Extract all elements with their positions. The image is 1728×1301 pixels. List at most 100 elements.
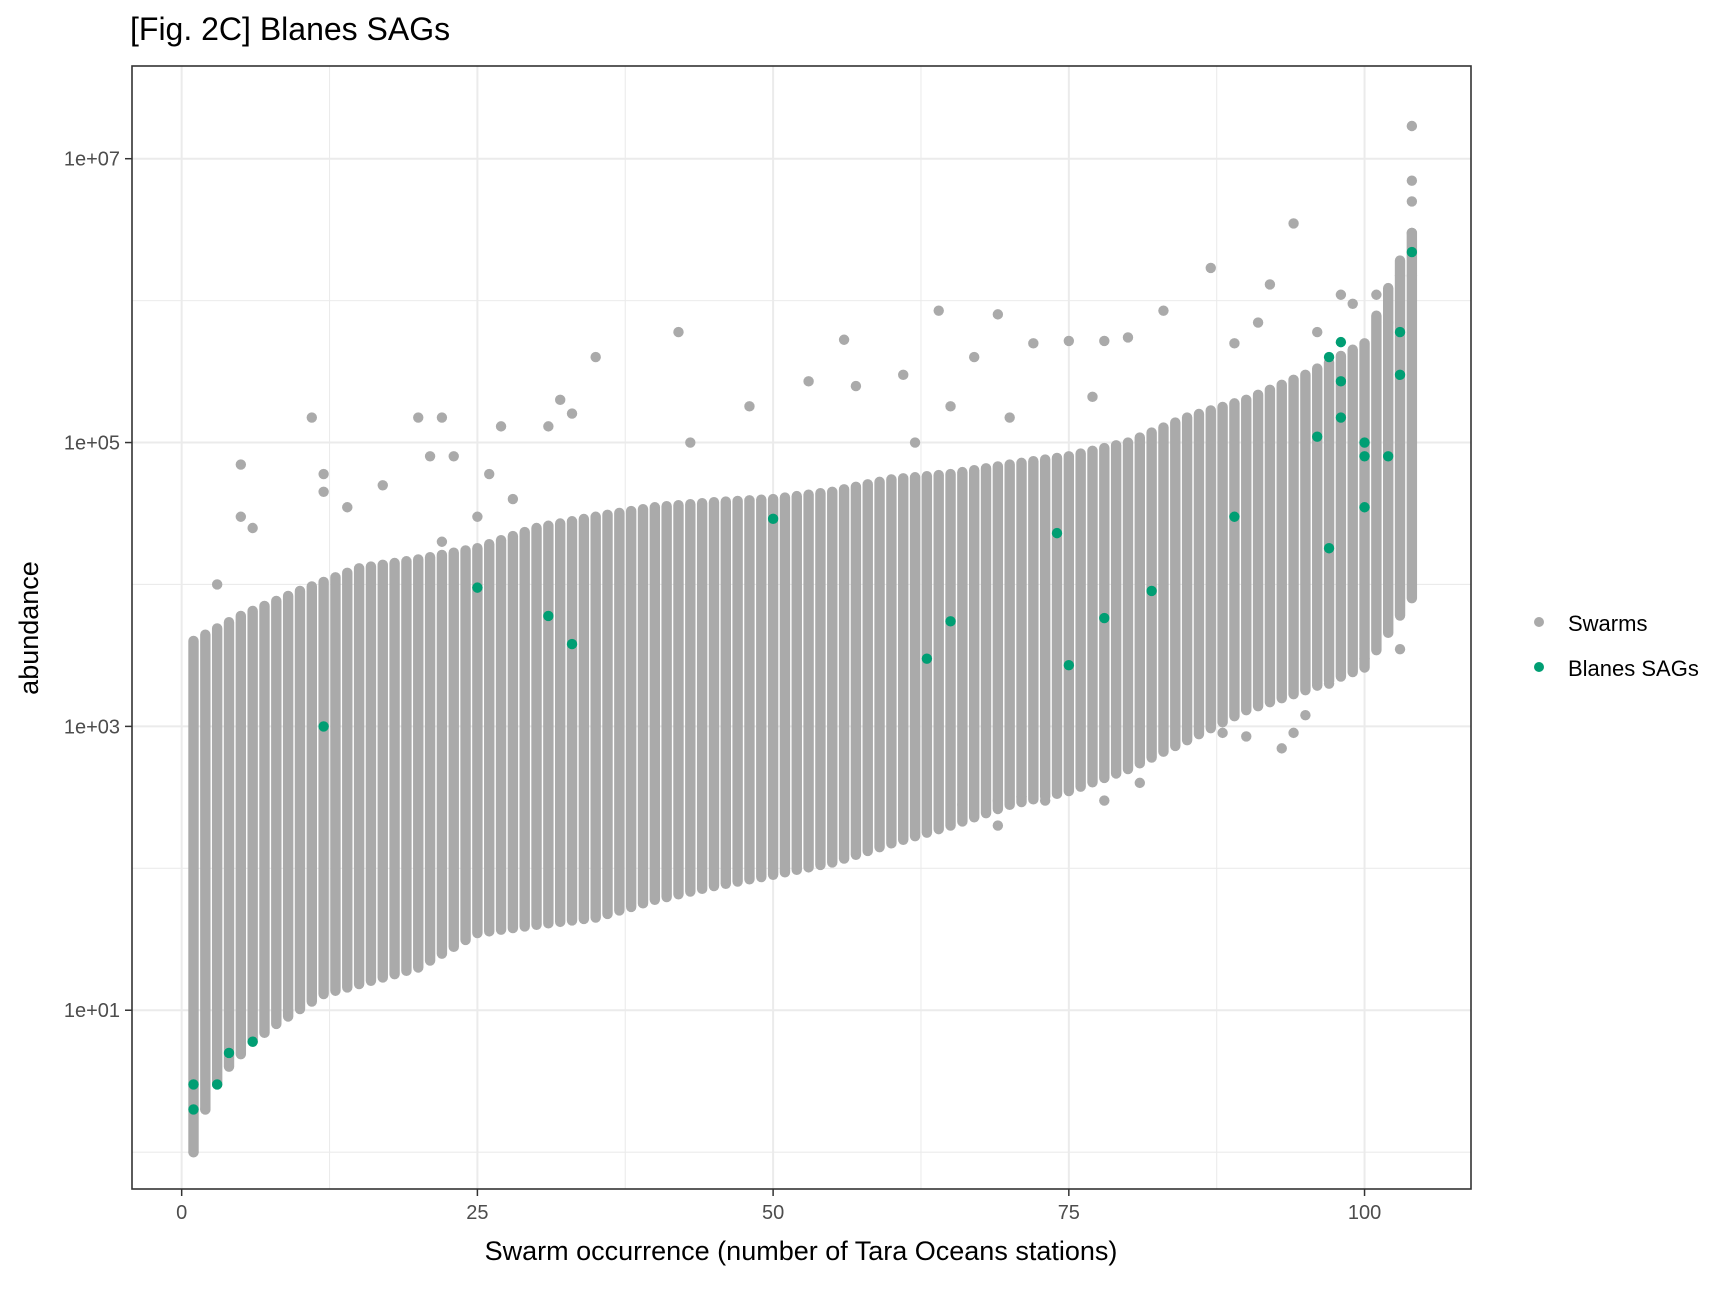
swarm-point [436,412,448,423]
swarm-point [1406,175,1418,186]
swarm-column [1217,401,1228,728]
swarm-point [1276,743,1287,754]
sag-point [1323,351,1335,363]
swarm-column [614,507,625,916]
swarm-column [1193,408,1205,740]
swarm-column [484,538,495,937]
swarm-point [472,511,483,522]
swarm-column [1075,448,1086,792]
swarm-column [1252,389,1264,712]
plot-border [131,65,1472,1190]
swarm-point [318,486,329,497]
y-tick-label: 1e+01 [64,1000,120,1022]
swarm-column [649,502,661,905]
swarm-column [933,469,944,835]
swarm-point [1288,727,1299,739]
sag-point [1146,585,1157,597]
sag-point [188,1104,199,1115]
swarm-column [543,520,554,929]
swarm-column [685,499,696,897]
swarm-column [708,496,720,892]
swarm-point [507,493,519,505]
swarm-point [211,579,223,590]
swarm-column [1229,398,1240,722]
legend-sags-marker [1534,662,1544,672]
swarm-point [992,820,1004,831]
sag-point [1335,376,1347,387]
swarm-column [188,635,199,1158]
swarm-column [424,552,436,966]
swarm-point [803,376,814,387]
swarm-column [1276,379,1287,704]
swarm-point [898,369,909,381]
sag-point [318,721,329,732]
swarm-column [1323,357,1335,687]
swarm-column [235,610,247,1060]
swarm-column [791,490,802,876]
swarm-column [1087,445,1098,788]
swarm-column [531,522,542,930]
swarm-column [1300,369,1311,696]
swarm-point [992,795,1004,806]
swarm-point [1406,196,1418,207]
swarm-column [294,585,306,1015]
legend-swarms-label: Swarms [1568,611,1647,636]
swarm-column [720,496,731,889]
swarm-point [1217,727,1228,739]
swarm-point [200,1104,211,1115]
sag-point [767,513,779,525]
swarm-point [1394,270,1406,281]
swarm-column [1158,422,1169,757]
swarm-point [1288,218,1299,229]
swarm-column [1312,363,1323,691]
x-tick-label: 50 [762,1202,784,1224]
x-tick-label: 25 [466,1202,488,1224]
sag-point [1051,527,1063,539]
legend-sags-label: Blanes SAGs [1568,656,1699,681]
swarm-column [472,543,483,939]
sag-point [1335,336,1347,348]
swarm-column [566,516,578,926]
swarm-column [318,576,329,1000]
swarm-column [247,605,258,1047]
swarm-point [1229,338,1240,349]
sag-point [247,1036,258,1047]
swarm-point [1028,338,1039,349]
swarm-column [353,563,365,990]
sag-point [223,1047,235,1059]
swarm-column [448,547,459,953]
sag-point [921,653,933,664]
swarm-column [590,511,601,923]
y-axis-label: abundance [14,561,44,695]
swarm-point [1347,298,1358,309]
swarm-point [1193,721,1205,732]
swarm-point [235,459,247,470]
swarm-point [1134,777,1145,789]
swarm-column [377,559,388,983]
sag-point [1099,612,1110,624]
swarm-column [330,572,341,996]
swarm-point [957,799,968,811]
swarm-point [1016,791,1027,802]
swarm-point [1122,332,1134,343]
swarm-point [484,468,495,480]
swarm-column [744,495,755,885]
sag-point [1229,511,1240,522]
swarm-column [850,481,862,860]
swarm-point [188,1146,199,1158]
swarm-point [1205,262,1216,274]
swarm-point [1323,678,1335,689]
swarm-point [1063,335,1075,347]
swarm-point [235,511,247,522]
swarm-column [1051,452,1063,800]
swarm-point [1039,795,1051,806]
swarm-column [968,465,980,823]
swarm-point [1406,270,1418,281]
swarm-point [1252,317,1264,328]
swarm-point [590,351,601,363]
y-tick-label: 1e+07 [64,149,120,171]
y-tick-label: 1e+05 [64,433,120,455]
swarm-column [365,561,377,986]
swarm-point [1004,412,1015,423]
